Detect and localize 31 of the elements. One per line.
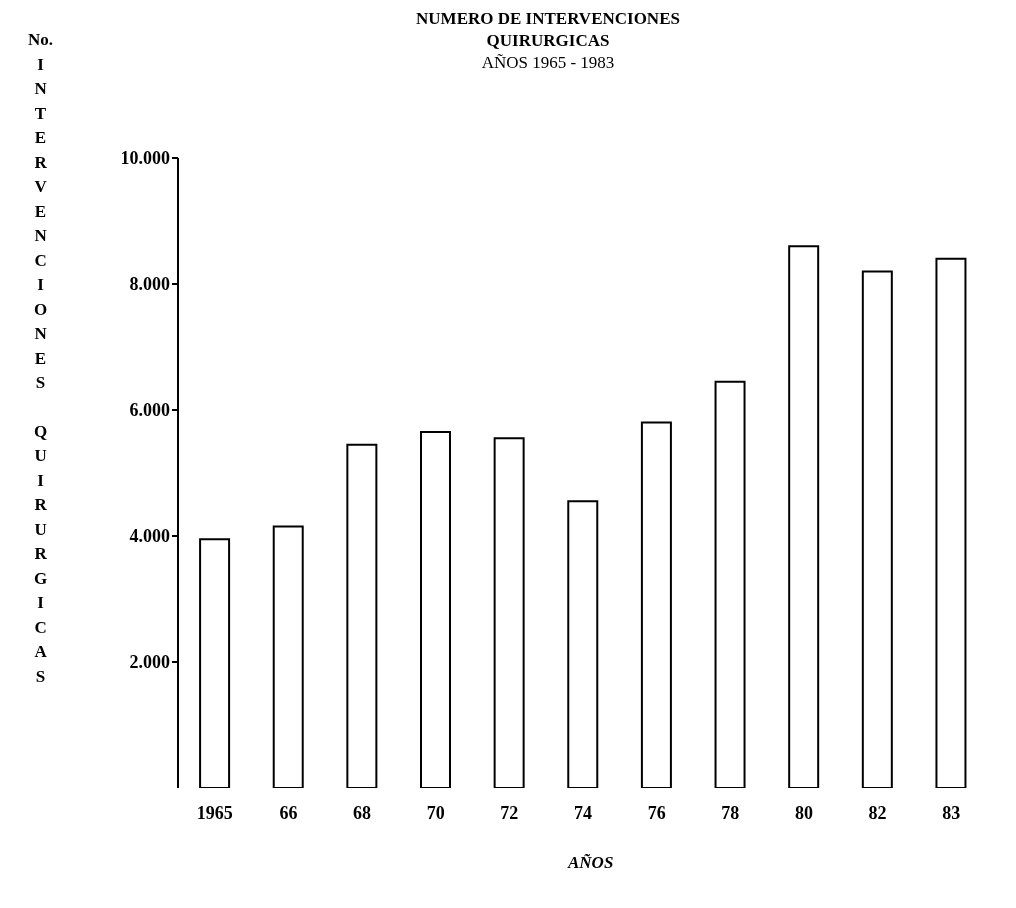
bar (861, 270, 893, 788)
x-tick-label: 74 (574, 802, 592, 823)
x-tick-label: 78 (721, 802, 740, 823)
x-tick-label: 66 (279, 802, 298, 823)
x-axis-title: AÑOS (568, 853, 614, 873)
x-tick-label: 68 (353, 802, 372, 823)
x-tick-label: 83 (942, 802, 961, 823)
chart-subtitle: AÑOS 1965 - 1983 (480, 52, 616, 74)
y-tick-label: 8.000 (129, 274, 170, 295)
bar (272, 525, 304, 788)
bar (567, 500, 599, 788)
y-tick-label: 6.000 (129, 400, 170, 421)
bar (199, 538, 231, 788)
bar (714, 380, 746, 788)
y-tick-label: 4.000 (129, 526, 170, 547)
x-tick-label: 82 (868, 802, 887, 823)
bar (493, 437, 525, 788)
x-tick-label: 72 (500, 802, 519, 823)
bar (935, 257, 967, 788)
x-tick-label: 70 (426, 802, 445, 823)
text: No. INTERVENCIONES QUIRURGICAS (28, 30, 54, 686)
bar (788, 245, 820, 788)
y-tick-label: 2.000 (129, 652, 170, 673)
y-tick-label: 10.000 (120, 148, 170, 169)
bar (346, 443, 378, 788)
chart-title: NUMERO DE INTERVENCIONES QUIRURGICAS (415, 8, 681, 52)
bar (420, 431, 451, 788)
x-tick-label: 80 (794, 802, 813, 823)
x-tick-label: 1965 (196, 802, 233, 823)
bar (640, 421, 672, 788)
x-tick-label: 76 (647, 802, 666, 823)
